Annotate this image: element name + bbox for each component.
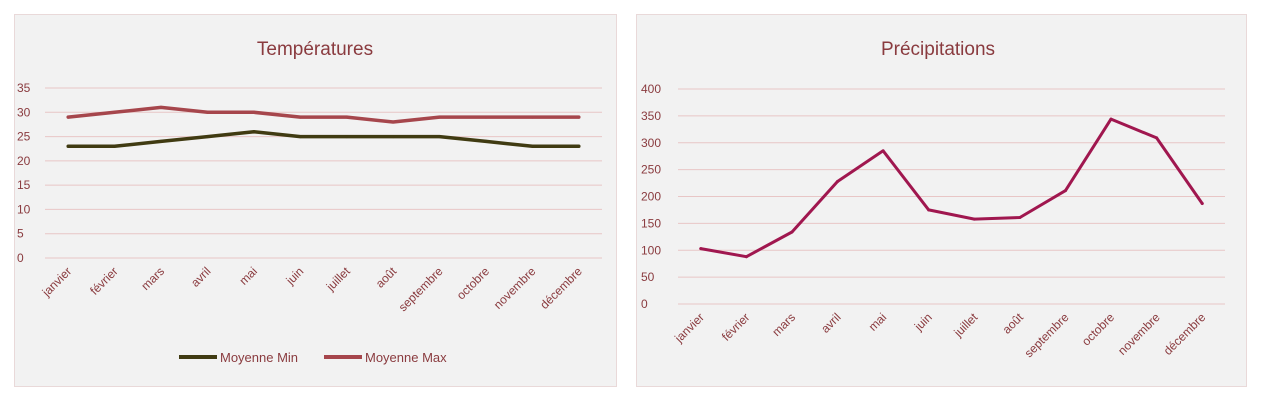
data-point bbox=[836, 179, 840, 183]
y-tick-label: 25 bbox=[17, 130, 31, 144]
x-tick-label: mai bbox=[236, 264, 260, 288]
data-point bbox=[113, 144, 117, 148]
data-point bbox=[391, 135, 395, 139]
data-point bbox=[252, 110, 256, 114]
chart-title: Températures bbox=[257, 39, 373, 60]
x-tick-label: octobre bbox=[1079, 310, 1117, 348]
data-point bbox=[699, 247, 703, 251]
x-tick-label: mars bbox=[769, 310, 798, 339]
legend-label-min: Moyenne Min bbox=[220, 350, 298, 365]
data-point bbox=[113, 110, 117, 114]
data-point bbox=[391, 120, 395, 124]
y-tick-label: 5 bbox=[17, 227, 24, 241]
data-point bbox=[577, 115, 581, 119]
x-tick-label: novembre bbox=[491, 264, 539, 312]
data-point bbox=[1200, 201, 1204, 205]
data-point bbox=[252, 130, 256, 134]
precipitation-chart-panel: Précipitations 0 50 100 150 200 250 300 350 400 … bbox=[636, 14, 1247, 387]
data-point bbox=[438, 115, 442, 119]
x-tick-label: décembre bbox=[1161, 310, 1209, 358]
x-tick-label: septembre bbox=[396, 264, 446, 314]
data-point bbox=[1155, 136, 1159, 140]
data-point bbox=[577, 144, 581, 148]
data-point bbox=[345, 135, 349, 139]
x-tick-label: septembre bbox=[1022, 310, 1072, 360]
x-tick-label: juillet bbox=[323, 264, 353, 294]
y-tick-label: 10 bbox=[17, 202, 31, 216]
data-point bbox=[744, 255, 748, 259]
series-line-0 bbox=[699, 117, 1204, 259]
x-tick-label: novembre bbox=[1115, 310, 1163, 358]
series-line-0 bbox=[66, 129, 581, 149]
x-tick-label: avril bbox=[818, 310, 843, 335]
x-tick-label: juin bbox=[911, 310, 935, 334]
legend-label-max: Moyenne Max bbox=[365, 350, 447, 365]
y-tick-label: 150 bbox=[641, 216, 661, 230]
temperature-chart: Températures 0 5 10 15 20 25 30 35 janvier févri… bbox=[17, 39, 602, 365]
data-point bbox=[438, 135, 442, 139]
x-tick-label: avril bbox=[188, 264, 213, 289]
series-line-1 bbox=[66, 105, 581, 124]
x-tick-label: août bbox=[373, 264, 400, 291]
y-tick-label: 15 bbox=[17, 178, 31, 192]
data-point bbox=[298, 135, 302, 139]
data-point bbox=[159, 139, 163, 143]
y-tick-label: 0 bbox=[641, 297, 648, 311]
data-point bbox=[530, 144, 534, 148]
data-point bbox=[345, 115, 349, 119]
x-tick-label: juin bbox=[283, 264, 307, 288]
data-point bbox=[927, 208, 931, 212]
data-point bbox=[1109, 117, 1113, 121]
y-tick-label: 400 bbox=[641, 82, 661, 96]
x-tick-label: août bbox=[1000, 310, 1027, 337]
y-tick-label: 300 bbox=[641, 136, 661, 150]
y-tick-label: 50 bbox=[641, 270, 655, 284]
x-tick-label: février bbox=[87, 264, 120, 297]
y-tick-label: 250 bbox=[641, 163, 661, 177]
x-tick-label: mars bbox=[138, 264, 167, 293]
data-point bbox=[66, 144, 70, 148]
y-tick-label: 0 bbox=[17, 251, 24, 265]
temperature-chart-panel: Températures 0 5 10 15 20 25 30 35 janvier févri… bbox=[14, 14, 617, 387]
data-point bbox=[881, 149, 885, 153]
x-tick-label: mai bbox=[866, 310, 890, 334]
y-tick-label: 30 bbox=[17, 105, 31, 119]
data-point bbox=[66, 115, 70, 119]
data-point bbox=[205, 110, 209, 114]
data-point bbox=[790, 230, 794, 234]
chart-title: Précipitations bbox=[881, 39, 995, 60]
data-point bbox=[530, 115, 534, 119]
x-tick-label: juillet bbox=[950, 310, 980, 340]
y-tick-label: 35 bbox=[17, 81, 31, 95]
y-tick-label: 200 bbox=[641, 190, 661, 204]
x-tick-label: octobre bbox=[454, 264, 492, 302]
data-point bbox=[972, 217, 976, 221]
data-point bbox=[1063, 189, 1067, 193]
data-point bbox=[1018, 215, 1022, 219]
x-tick-label: janvier bbox=[39, 264, 75, 300]
y-tick-label: 20 bbox=[17, 154, 31, 168]
x-tick-label: janvier bbox=[671, 310, 707, 346]
y-tick-label: 100 bbox=[641, 243, 661, 257]
y-tick-label: 350 bbox=[641, 109, 661, 123]
x-tick-label: décembre bbox=[537, 264, 585, 312]
data-point bbox=[205, 135, 209, 139]
precipitation-chart: Précipitations 050100150200250300350400 … bbox=[641, 39, 1225, 360]
data-point bbox=[484, 139, 488, 143]
data-point bbox=[159, 105, 163, 109]
x-tick-label: février bbox=[719, 310, 752, 343]
data-point bbox=[298, 115, 302, 119]
data-point bbox=[484, 115, 488, 119]
